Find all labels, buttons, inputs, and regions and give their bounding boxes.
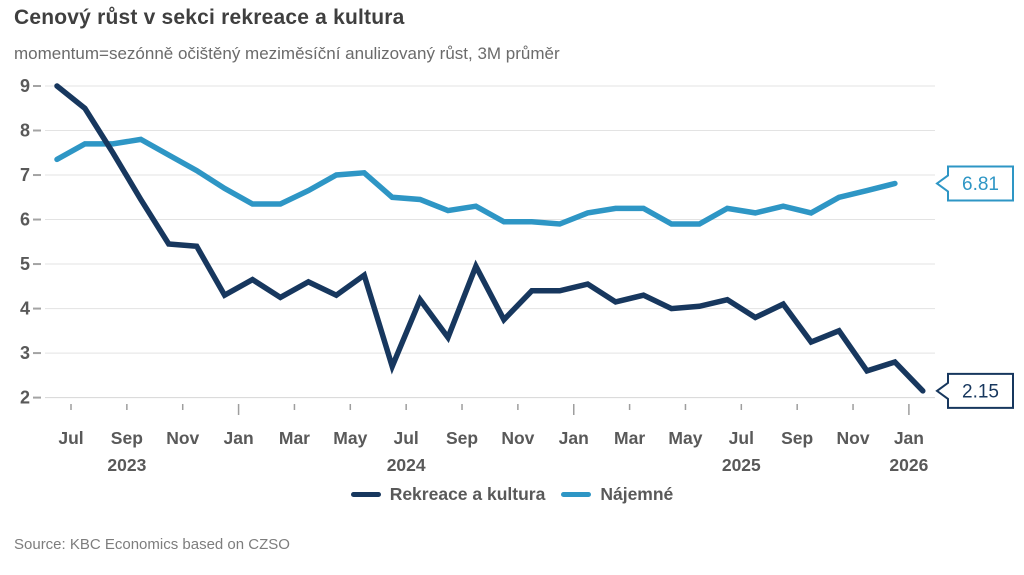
- x-axis-label: Mar: [614, 428, 645, 448]
- legend-swatch: [561, 491, 592, 498]
- source-note: Source: KBC Economics based on CZSO: [14, 536, 290, 553]
- end-value-label: 2.15: [962, 381, 999, 402]
- legend-swatch: [350, 491, 381, 498]
- x-axis-year-label: 2025: [722, 455, 761, 475]
- legend-item-n-jemn-: Nájemné: [561, 484, 673, 505]
- x-axis-label: Jan: [894, 428, 924, 448]
- x-axis-label: Jan: [559, 428, 589, 448]
- x-axis-year-label: 2023: [107, 455, 146, 475]
- series-line-rekreace-a-kultura: [54, 83, 926, 394]
- x-axis-label: Jul: [394, 428, 419, 448]
- legend-label: Nájemné: [600, 484, 674, 504]
- end-value-label: 6.81: [962, 174, 999, 195]
- x-axis-label: Sep: [781, 428, 813, 448]
- x-axis-label: Sep: [446, 428, 478, 448]
- chart-legend: Rekreace a kultura Nájemné: [0, 484, 1024, 505]
- x-axis-label: Mar: [279, 428, 310, 448]
- y-axis-label: 3: [20, 343, 30, 363]
- legend-label: Rekreace a kultura: [389, 484, 546, 504]
- end-value-callout: [935, 165, 1014, 202]
- legend-item-rekreace-a-kultura: Rekreace a kultura: [350, 484, 546, 505]
- x-axis-label: May: [333, 428, 367, 448]
- chart-title: Cenový růst v sekci rekreace a kultura: [14, 6, 405, 29]
- y-axis-label: 5: [20, 254, 30, 274]
- x-axis-label: Jan: [224, 428, 254, 448]
- x-axis-label: Nov: [166, 428, 199, 448]
- y-axis-label: 4: [20, 299, 30, 319]
- end-value-callout: [935, 372, 1014, 409]
- x-axis-year-label: 2026: [889, 455, 928, 475]
- y-axis-label: 9: [20, 76, 30, 96]
- series-line-n-jemn-: [54, 136, 898, 227]
- y-axis-label: 8: [20, 121, 30, 141]
- y-axis-label: 6: [20, 210, 30, 230]
- y-axis-label: 2: [20, 388, 30, 408]
- chart-subtitle: momentum=sezónně očištěný meziměsíční an…: [14, 44, 560, 63]
- x-axis-label: May: [668, 428, 702, 448]
- x-axis-year-label: 2024: [387, 455, 426, 475]
- x-axis-label: Jul: [58, 428, 83, 448]
- x-axis-label: Jul: [729, 428, 754, 448]
- x-axis-label: Nov: [501, 428, 534, 448]
- line-chart: 9 8 7 6 5 4 3 2 Jul Sep Nov Jan Mar May Jul Sep Nov Jan Ma…: [20, 76, 1014, 475]
- y-axis-label: 7: [20, 165, 30, 185]
- x-axis-label: Nov: [837, 428, 870, 448]
- x-axis-label: Sep: [111, 428, 143, 448]
